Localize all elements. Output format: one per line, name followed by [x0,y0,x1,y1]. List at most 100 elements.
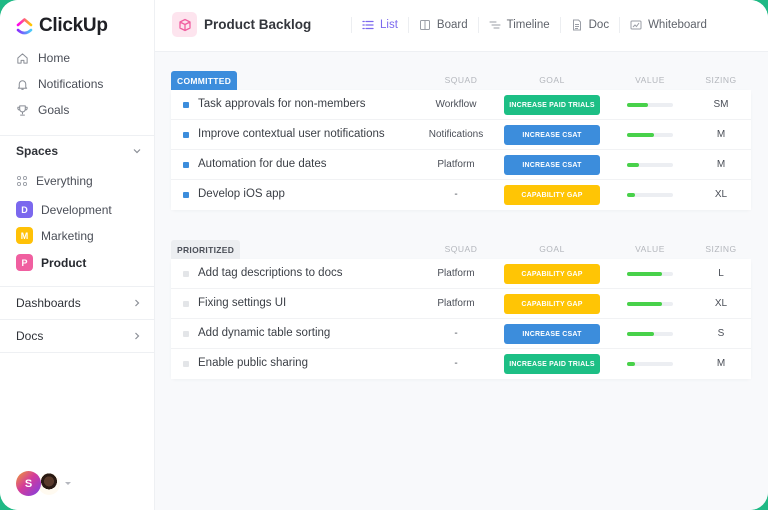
space-everything[interactable]: Everything [16,174,93,188]
docs-item[interactable]: Docs [16,329,142,343]
table-row[interactable]: Task approvals for non-members Workflow … [171,90,751,120]
tab-board[interactable]: Board [409,19,478,31]
table-row[interactable]: Develop iOS app - CAPABILITY GAP XL [171,180,751,210]
space-development[interactable]: D Development [16,201,112,218]
value-bar [627,332,673,336]
space-product[interactable]: P Product [16,254,86,271]
user-menu[interactable]: S [16,471,71,496]
value-bar-fill [627,163,639,167]
goal-badge[interactable]: INCREASE CSAT [504,155,600,175]
task-list: Task approvals for non-members Workflow … [171,90,751,210]
goal-badge[interactable]: INCREASE CSAT [504,324,600,344]
spaces-label: Spaces [16,144,59,158]
task-name[interactable]: Add dynamic table sorting [198,327,331,339]
value-bar-fill [627,193,636,197]
task-squad: Notifications [428,129,484,140]
tab-divider [351,17,352,33]
sidebar-divider [0,135,155,136]
task-name[interactable]: Enable public sharing [198,357,308,369]
table-row[interactable]: Fixing settings UI Platform CAPABILITY G… [171,289,751,319]
dashboards-item[interactable]: Dashboards [16,296,142,310]
task-name[interactable]: Task approvals for non-members [198,98,366,110]
table-row[interactable]: Enable public sharing - INCREASE PAID TR… [171,349,751,379]
space-label: Marketing [41,228,94,243]
task-squad: - [454,189,458,200]
table-row[interactable]: Add dynamic table sorting - INCREASE CSA… [171,319,751,349]
cube-icon [178,18,191,31]
app-name: ClickUp [39,15,108,36]
trophy-icon [17,104,28,116]
goal-badge[interactable]: CAPABILITY GAP [504,264,600,284]
tab-divider [407,17,409,33]
value-bar-fill [627,103,648,107]
task-list: Add tag descriptions to docs Platform CA… [171,259,751,379]
task-squad: Workflow [435,99,477,110]
main-content: Product Backlog List Board Timeline [155,0,768,510]
task-sizing: S [717,328,725,339]
page-title: Product Backlog [204,17,312,32]
task-sizing: M [716,159,726,170]
status-bullet [183,132,189,138]
nav-goals-label: Goals [38,103,70,117]
whiteboard-icon [630,20,642,30]
goal-badge[interactable]: INCREASE CSAT [504,125,600,145]
doc-icon [572,19,581,31]
column-header-value[interactable]: VALUE [635,244,665,254]
task-squad: Platform [437,159,475,170]
task-name[interactable]: Add tag descriptions to docs [198,267,343,279]
task-squad: Platform [437,268,475,279]
group-header: PRIORITIZED SQUAD GOAL VALUE SIZING [171,240,751,259]
column-header-goal[interactable]: GOAL [539,244,565,254]
goal-badge[interactable]: INCREASE PAID TRIALS [504,95,600,115]
goal-badge[interactable]: INCREASE PAID TRIALS [504,354,600,374]
task-sizing: XL [714,189,728,200]
tab-doc[interactable]: Doc [561,19,619,31]
task-name[interactable]: Develop iOS app [198,188,285,200]
table-row[interactable]: Automation for due dates Platform INCREA… [171,150,751,180]
task-squad: - [454,328,458,339]
status-bullet [183,301,189,307]
docs-label: Docs [16,329,44,343]
task-squad: - [454,358,458,369]
task-sizing: L [718,268,724,279]
task-name[interactable]: Improve contextual user notifications [198,128,385,140]
sidebar: ClickUp Home Notifications Goals Spaces [0,0,155,510]
nav-home[interactable]: Home [16,51,70,65]
task-name[interactable]: Automation for due dates [198,158,327,170]
space-marketing[interactable]: M Marketing [16,227,94,244]
avatar-photo [38,472,60,495]
spaces-header[interactable]: Spaces [16,144,142,158]
column-header-value[interactable]: VALUE [635,75,665,85]
column-header-squad[interactable]: SQUAD [444,244,478,254]
home-icon [17,52,28,64]
group-prioritized: PRIORITIZED SQUAD GOAL VALUE SIZING Add … [171,240,751,379]
task-sizing: SM [713,99,729,110]
task-name[interactable]: Fixing settings UI [198,297,287,309]
tab-label: Doc [588,19,610,31]
goal-badge[interactable]: CAPABILITY GAP [504,185,600,205]
tab-list[interactable]: List [352,19,408,31]
table-row[interactable]: Add tag descriptions to docs Platform CA… [171,259,751,289]
column-header-squad[interactable]: SQUAD [444,75,478,85]
sidebar-divider [0,286,155,287]
group-label[interactable]: COMMITTED [171,71,238,90]
value-bar-fill [627,272,662,276]
space-badge-d: D [16,201,33,218]
clickup-logo[interactable]: ClickUp [16,15,108,37]
tab-divider [619,17,621,33]
nav-goals[interactable]: Goals [16,103,69,117]
space-badge-p: P [16,254,33,271]
value-bar-fill [627,362,635,366]
column-header-sizing[interactable]: SIZING [705,75,737,85]
group-label[interactable]: PRIORITIZED [171,240,241,259]
column-header-goal[interactable]: GOAL [539,75,565,85]
goal-badge[interactable]: CAPABILITY GAP [504,294,600,314]
table-row[interactable]: Improve contextual user notifications No… [171,120,751,150]
nav-notifications[interactable]: Notifications [16,77,103,91]
dashboards-label: Dashboards [16,296,81,310]
tab-whiteboard[interactable]: Whiteboard [620,19,717,31]
status-bullet [183,192,189,198]
tab-timeline[interactable]: Timeline [479,19,560,31]
column-header-sizing[interactable]: SIZING [705,244,737,254]
sidebar-divider [0,352,155,353]
